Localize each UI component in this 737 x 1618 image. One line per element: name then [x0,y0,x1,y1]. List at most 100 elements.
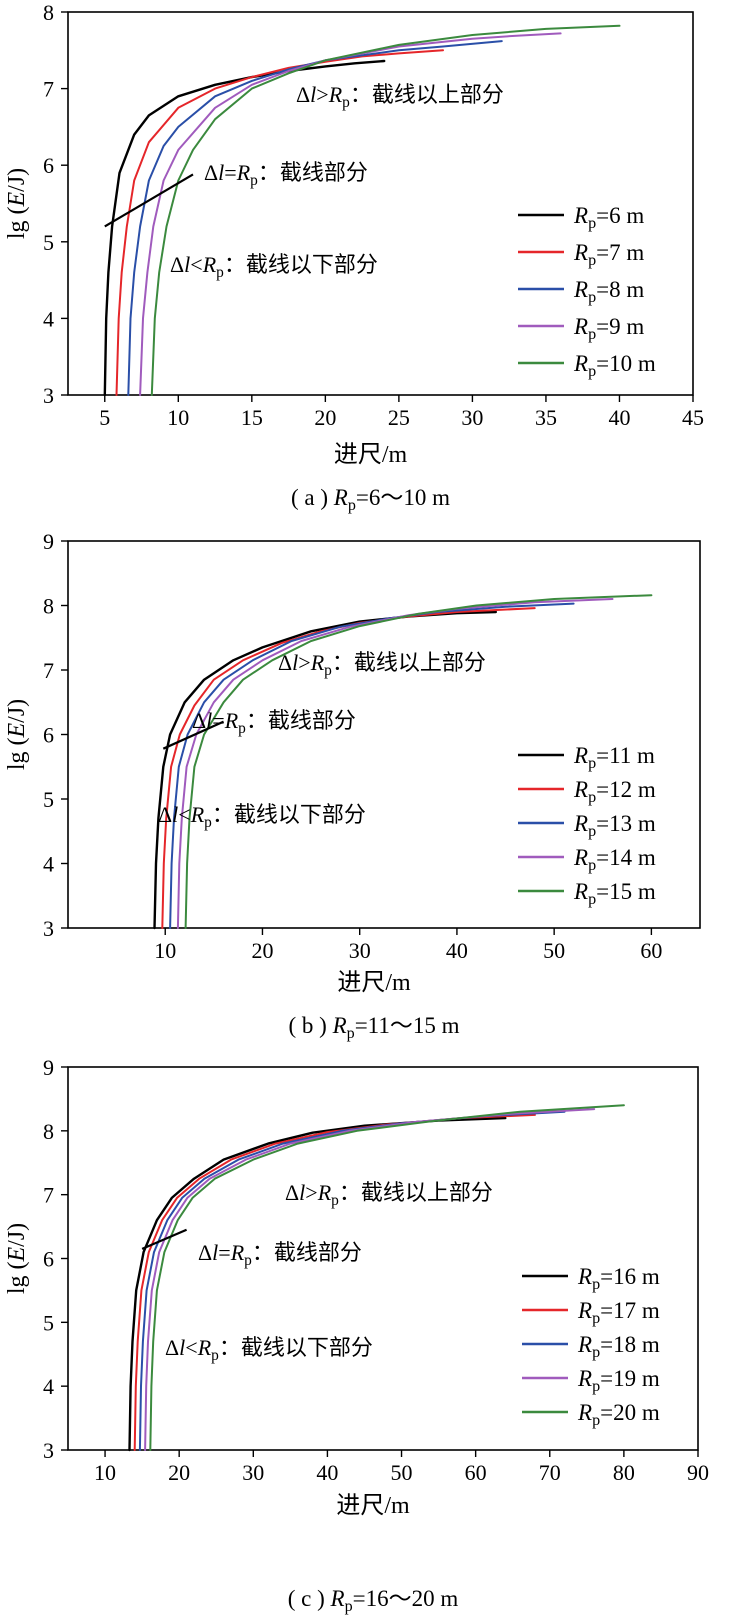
x-axis-label: 进尺/m [336,1493,410,1519]
legend-label: Rp=15 m [573,879,656,908]
annotation-above: Δl>Rp：截线以上部分 [285,1180,493,1209]
legend-label: Rp=10 m [573,351,656,380]
x-tick-label: 20 [251,938,273,963]
annotation-below: Δl<Rp：截线以下部分 [165,1335,373,1364]
x-tick-label: 80 [613,1460,635,1485]
y-axis-label: lg (E/J) [4,699,30,770]
annotation-cut: Δl=Rp：截线部分 [192,708,356,737]
x-tick-label: 50 [391,1460,413,1485]
panel-caption: ( c ) Rp=16～20 m [288,1586,459,1615]
x-tick-label: 50 [543,938,565,963]
series-line-18m [138,1110,566,1451]
y-tick-label: 9 [43,1055,54,1080]
x-tick-label: 25 [388,405,410,430]
y-tick-label: 4 [43,852,54,877]
x-tick-label: 30 [242,1460,264,1485]
x-tick-label: 30 [461,405,483,430]
series-line-10m [150,24,621,396]
x-tick-label: 10 [154,938,176,963]
legend-label: Rp=13 m [573,811,656,840]
y-tick-label: 6 [43,1247,54,1272]
series-group [128,1104,625,1452]
cut-line [141,1228,188,1250]
chart-panel-3: 10 20 30 40 50 60 70 80 90 3 4 5 6 7 8 9 进尺/m lg (E/J) Δl>… [4,1055,709,1615]
legend-label: Rp=9 m [573,314,644,343]
series-group [103,24,621,397]
y-tick-label: 4 [43,306,54,331]
x-tick-label: 20 [314,405,336,430]
annotation-below: Δl<Rp：截线以下部分 [158,802,366,831]
y-tick-label: 7 [43,658,54,683]
x-tick-label: 40 [446,938,468,963]
y-tick-label: 3 [43,383,54,408]
x-tick-label: 35 [535,405,557,430]
chart-panel-2: 10 20 30 40 50 60 3 4 5 6 7 8 9 进尺/m lg (E/J) Δl>Rp：截线以… [4,529,701,1042]
legend-label: Rp=12 m [573,777,656,806]
panel-caption: ( b ) Rp=11～15 m [289,1013,460,1042]
y-tick-label: 8 [43,1119,54,1144]
series-line-17m [133,1113,536,1451]
legend-label: Rp=20 m [577,1400,660,1429]
y-axis-label: lg (E/J) [4,168,30,239]
y-tick-label: 4 [43,1374,54,1399]
legend-label: Rp=6 m [573,203,644,232]
y-tick-label: 3 [43,916,54,941]
legend-label: Rp=8 m [573,277,644,306]
cut-line [162,720,225,750]
annotation-cut: Δl=Rp：截线部分 [198,1240,362,1269]
x-tick-label: 60 [640,938,662,963]
annotation-below: Δl<Rp：截线以下部分 [170,252,378,281]
x-tick-label: 60 [465,1460,487,1485]
y-tick-label: 8 [43,0,54,25]
legend-label: Rp=7 m [573,240,644,269]
legend: Rp=6 m Rp=7 m Rp=8 m Rp=9 m Rp=10 m [518,203,656,380]
x-tick-label: 10 [167,405,189,430]
y-tick-label: 5 [43,1310,54,1335]
series-line-15m [184,594,653,929]
legend-label: Rp=17 m [577,1298,660,1327]
series-line-20m [149,1104,625,1451]
x-tick-label: 70 [539,1460,561,1485]
series-line-8m [127,40,503,396]
series-line-6m [103,59,386,397]
y-axis-label: lg (E/J) [4,1223,30,1294]
series-line-19m [144,1108,596,1451]
series-line-9m [139,32,562,396]
annotation-above: Δl>Rp：截线以上部分 [296,82,504,111]
x-tick-label: 40 [316,1460,338,1485]
y-tick-label: 5 [43,787,54,812]
legend-label: Rp=11 m [573,743,655,772]
legend-label: Rp=14 m [573,845,656,874]
plot-frame [67,11,694,396]
x-tick-label: 90 [687,1460,709,1485]
x-axis-label: 进尺/m [334,442,408,468]
x-tick-label: 30 [349,938,371,963]
legend: Rp=11 m Rp=12 m Rp=13 m Rp=14 m Rp=15 m [518,743,656,908]
legend-label: Rp=19 m [577,1366,660,1395]
y-tick-label: 3 [43,1438,54,1463]
x-tick-label: 20 [168,1460,190,1485]
y-tick-label: 6 [43,153,54,178]
y-tick-label: 5 [43,230,54,255]
series-line-14m [176,598,614,929]
x-tick-label: 15 [241,405,263,430]
y-tick-label: 9 [43,529,54,554]
legend: Rp=16 m Rp=17 m Rp=18 m Rp=19 m Rp=20 m [522,1264,660,1429]
series-line-16m [128,1116,507,1452]
legend-label: Rp=16 m [577,1264,660,1293]
y-tick-label: 6 [43,723,54,748]
panel-caption: ( a ) Rp=6～10 m [291,485,450,514]
x-tick-label: 45 [682,405,704,430]
annotation-cut: Δl=Rp：截线部分 [204,160,368,189]
y-tick-label: 7 [43,77,54,102]
y-tick-label: 7 [43,1183,54,1208]
series-line-7m [115,49,444,396]
x-tick-label: 5 [99,405,110,430]
annotation-above: Δl>Rp：截线以上部分 [278,650,486,679]
series-group [153,594,653,930]
y-tick-label: 8 [43,594,54,619]
x-tick-label: 40 [608,405,630,430]
cut-line [104,173,194,228]
